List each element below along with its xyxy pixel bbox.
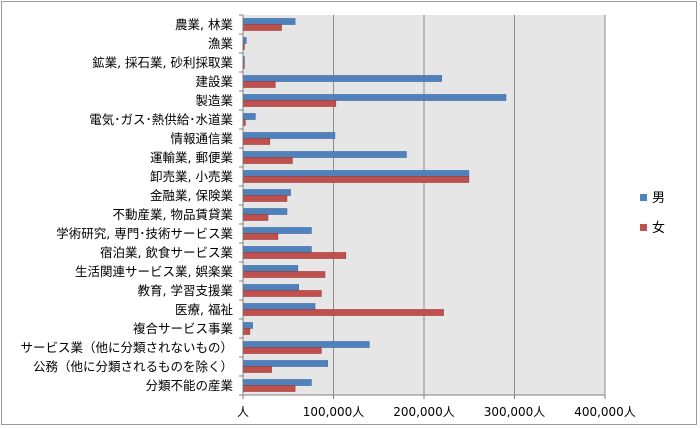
bar-female — [243, 347, 322, 354]
category-label: 宿泊業, 飲食サービス業 — [100, 245, 233, 260]
bar-female — [243, 309, 444, 316]
category-label: 不動産業, 物品賃貸業 — [113, 207, 234, 222]
x-tick-label: 200,000人 — [393, 405, 455, 419]
bar-female — [243, 328, 251, 335]
bar-male — [243, 265, 299, 272]
bar-female — [243, 366, 272, 373]
bar-female — [243, 290, 322, 297]
bar-female — [243, 62, 245, 69]
bar-female — [243, 81, 276, 88]
bar-female — [243, 252, 347, 259]
category-label: 生活関連サービス業, 娯楽業 — [75, 264, 233, 279]
x-tick-label: 人 — [237, 405, 249, 419]
legend: 男女 — [640, 191, 665, 236]
bar-male — [243, 246, 312, 253]
x-tick-labels: 人 100,000人 200,000人 300,000人 400,000人 — [237, 405, 636, 419]
category-label: サービス業（他に分類されないもの） — [20, 340, 233, 355]
category-label: 農業, 林業 — [175, 17, 233, 32]
category-label: 金融業, 保険業 — [150, 188, 233, 203]
x-tick-label: 100,000人 — [303, 405, 365, 419]
legend-label: 男 — [652, 191, 665, 206]
category-label: 医療, 福祉 — [175, 302, 233, 317]
category-label: 情報通信業 — [170, 131, 233, 146]
bar-male — [243, 94, 507, 101]
category-label: 建設業 — [195, 74, 233, 89]
bar-female — [243, 119, 246, 126]
x-tick-label: 300,000人 — [484, 405, 546, 419]
category-label: 漁業 — [208, 36, 234, 51]
bar-male — [243, 284, 300, 291]
bar-male — [243, 322, 253, 329]
bar-female — [243, 138, 271, 145]
bar-male — [243, 151, 407, 158]
bar-female — [243, 233, 279, 240]
bar-male — [243, 341, 370, 348]
category-label: 鉱業, 採石業, 砂利採取業 — [92, 55, 233, 70]
bar-male — [243, 132, 336, 139]
bar-female — [243, 214, 269, 221]
category-label: 卸売業, 小売業 — [150, 169, 233, 184]
bar-male — [243, 227, 312, 234]
bar-male — [243, 189, 291, 196]
bar-male — [243, 56, 245, 63]
bar-male — [243, 18, 296, 25]
bar-male — [243, 113, 256, 120]
bar-female — [243, 24, 282, 31]
x-tick-label: 400,000人 — [574, 405, 636, 419]
bar-female — [243, 385, 296, 392]
category-label: 学術研究, 専門･技術サービス業 — [56, 226, 233, 241]
bar-male — [243, 75, 442, 82]
bar-male — [243, 170, 470, 177]
bar-female — [243, 176, 470, 183]
bar-female — [243, 157, 293, 164]
bar-male — [243, 379, 312, 386]
legend-label: 女 — [652, 220, 665, 236]
bar-male — [243, 37, 247, 44]
category-label: 製造業 — [195, 93, 233, 108]
category-label: 教育, 学習支援業 — [138, 283, 234, 298]
category-label: 運輸業, 郵便業 — [150, 150, 233, 165]
axes — [239, 14, 606, 399]
bar-male — [243, 360, 328, 367]
bar-female — [243, 195, 288, 202]
category-label: 電気･ガス･熱供給･水道業 — [89, 112, 233, 127]
category-label: 分類不能の産業 — [145, 378, 233, 393]
category-label: 複合サービス事業 — [133, 321, 234, 336]
bar-male — [243, 208, 288, 215]
bars — [243, 18, 507, 392]
bar-female — [243, 271, 326, 278]
bar-female — [243, 43, 245, 50]
bar-female — [243, 100, 337, 107]
legend-swatch — [640, 194, 647, 201]
legend-swatch — [640, 224, 647, 231]
bar-male — [243, 303, 316, 310]
category-label: 公務（他に分類されるものを除く） — [33, 359, 233, 374]
